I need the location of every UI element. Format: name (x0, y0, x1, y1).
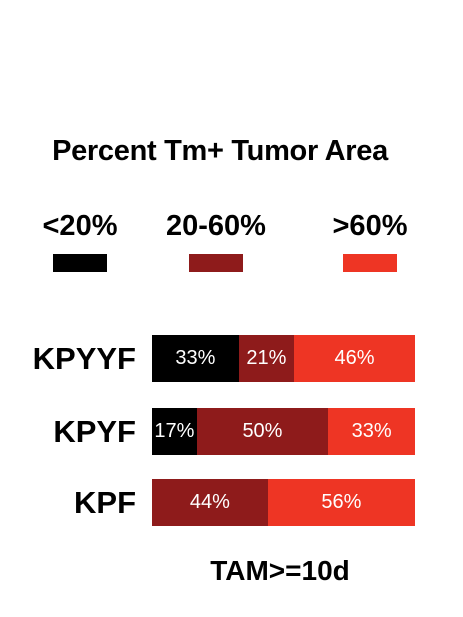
legend-label-mid: 20-60% (166, 210, 266, 242)
legend-item-mid: 20-60% (146, 210, 286, 272)
category-label-kpyf: KPYF (53, 414, 136, 449)
legend-item-high: >60% (300, 210, 440, 272)
data-label-kpyyf-mid: 21% (246, 347, 287, 369)
bar-segment-kpyf-low: 17% (152, 408, 197, 455)
legend-label-high: >60% (332, 210, 408, 242)
bar-segment-kpf-mid: 44% (152, 479, 268, 526)
data-label-kpf-mid: 44% (189, 491, 230, 513)
bar-kpf: 44% 56% (152, 479, 415, 526)
data-label-kpyyf-high: 46% (334, 347, 375, 369)
bar-segment-kpf-high: 56% (267, 479, 415, 526)
bar-segment-kpyyf-low: 33% (152, 335, 239, 382)
bar-segment-kpyyf-mid: 21% (238, 335, 294, 382)
legend-label-low: <20% (42, 210, 118, 242)
legend-swatch-mid (189, 254, 243, 272)
bar-kpyyf: 33% 21% 46% (152, 335, 415, 382)
data-label-kpyyf-low: 33% (175, 347, 216, 369)
bar-segment-kpyf-mid: 50% (196, 408, 329, 455)
category-label-kpf: KPF (74, 485, 136, 520)
data-label-kpf-high: 56% (321, 491, 362, 513)
bar-kpyf: 17% 50% 33% (152, 408, 415, 455)
bar-segment-kpyyf-high: 46% (294, 335, 415, 382)
data-label-kpyf-low: 17% (154, 420, 195, 442)
x-axis-label: TAM>=10d (210, 555, 350, 586)
data-label-kpyf-mid: 50% (242, 420, 283, 442)
chart-title: Percent Tm+ Tumor Area (52, 135, 388, 167)
legend-swatch-low (53, 254, 107, 272)
legend-swatch-high (343, 254, 397, 272)
data-label-kpyf-high: 33% (351, 420, 392, 442)
category-label-kpyyf: KPYYF (32, 341, 136, 376)
legend-item-low: <20% (10, 210, 150, 272)
bar-segment-kpyf-high: 33% (328, 408, 415, 455)
